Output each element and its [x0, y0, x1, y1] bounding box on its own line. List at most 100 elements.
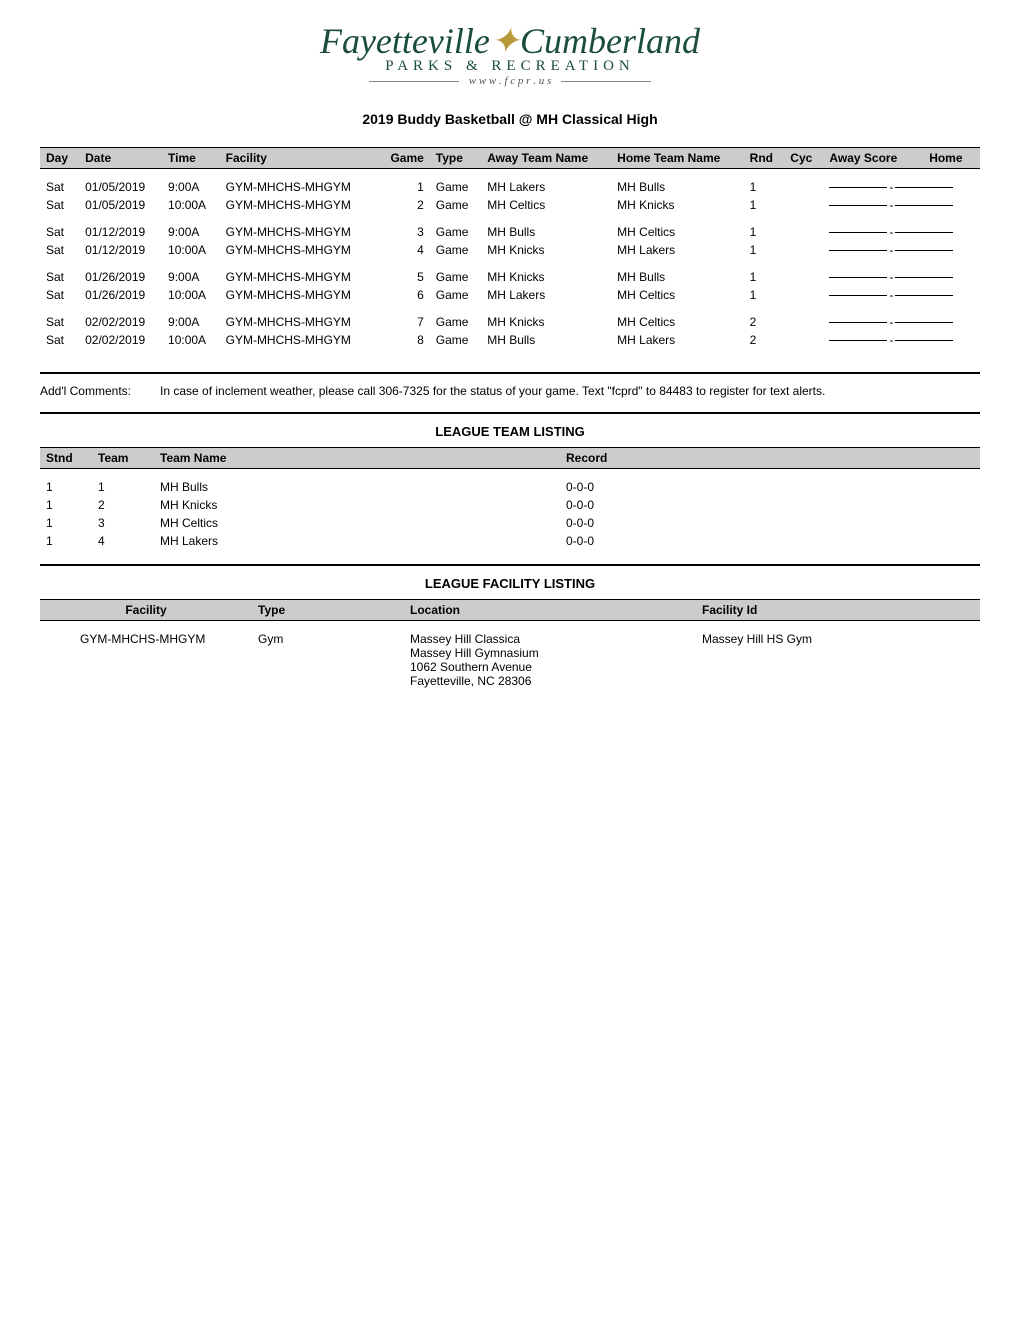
facility-listing-table: Facility Type Location Facility Id GYM-M… — [40, 599, 980, 690]
cell-team: 2 — [92, 496, 154, 514]
cell-team: 1 — [92, 478, 154, 496]
logo-text-left: Fayetteville — [320, 21, 490, 61]
cell-facility: GYM-MHCHS-MHGYM — [220, 268, 378, 286]
col-game: Game — [378, 148, 430, 169]
cell-game: 2 — [378, 196, 430, 214]
cell-time: 10:00A — [162, 196, 220, 214]
cell-facility-id: Massey Hill HS Gym — [696, 630, 980, 690]
cell-home-team: MH Celtics — [611, 286, 744, 304]
cell-location: Massey Hill ClassicaMassey Hill Gymnasiu… — [404, 630, 696, 690]
cell-cyc — [784, 268, 823, 286]
cell-stnd: 1 — [40, 496, 92, 514]
cell-rnd: 2 — [744, 313, 785, 331]
cell-rnd: 2 — [744, 331, 785, 349]
cell-type: Game — [430, 178, 481, 196]
cell-stnd: 1 — [40, 532, 92, 550]
cell-time: 10:00A — [162, 241, 220, 259]
col-rnd: Rnd — [744, 148, 785, 169]
team-listing-table: Stnd Team Team Name Record 11MH Bulls0-0… — [40, 447, 980, 550]
cell-rnd: 1 — [744, 286, 785, 304]
divider — [40, 412, 980, 414]
col-location: Location — [404, 600, 696, 621]
facility-listing-header-row: Facility Type Location Facility Id — [40, 600, 980, 621]
cell-team-name: MH Celtics — [154, 514, 306, 532]
cell-rnd: 1 — [744, 241, 785, 259]
cell-time: 9:00A — [162, 178, 220, 196]
cell-cyc — [784, 178, 823, 196]
cell-away-team: MH Lakers — [481, 286, 611, 304]
logo-url-line: w w w . f c p r . u s — [40, 75, 980, 87]
cell-home-team: MH Bulls — [611, 268, 744, 286]
cell-date: 02/02/2019 — [79, 331, 162, 349]
team-row: 13MH Celtics0-0-0 — [40, 514, 980, 532]
cell-cyc — [784, 241, 823, 259]
cell-facility: GYM-MHCHS-MHGYM — [220, 196, 378, 214]
col-facility-type: Type — [252, 600, 404, 621]
cell-time: 9:00A — [162, 268, 220, 286]
col-facility-id: Facility Id — [696, 600, 980, 621]
cell-away-team: MH Lakers — [481, 178, 611, 196]
team-listing-header-row: Stnd Team Team Name Record — [40, 448, 980, 469]
team-row: 12MH Knicks0-0-0 — [40, 496, 980, 514]
cell-day: Sat — [40, 178, 79, 196]
team-row: 14MH Lakers0-0-0 — [40, 532, 980, 550]
cell-time: 10:00A — [162, 331, 220, 349]
cell-game: 7 — [378, 313, 430, 331]
logo-main-line: Fayetteville✦Cumberland — [40, 20, 980, 62]
col-facility: Facility — [220, 148, 378, 169]
cell-day: Sat — [40, 268, 79, 286]
cell-facility: GYM-MHCHS-MHGYM — [220, 223, 378, 241]
cell-score: - — [823, 241, 980, 259]
cell-team-name: MH Bulls — [154, 478, 306, 496]
facility-row: GYM-MHCHS-MHGYMGymMassey Hill ClassicaMa… — [40, 630, 980, 690]
col-facility: Facility — [40, 600, 252, 621]
cell-cyc — [784, 331, 823, 349]
cell-cyc — [784, 223, 823, 241]
logo-sub-text: PARKS & RECREATION — [40, 58, 980, 75]
cell-date: 01/12/2019 — [79, 241, 162, 259]
col-cyc: Cyc — [784, 148, 823, 169]
cell-rnd: 1 — [744, 196, 785, 214]
divider — [40, 372, 980, 374]
cell-date: 01/12/2019 — [79, 223, 162, 241]
cell-away-team: MH Bulls — [481, 331, 611, 349]
cell-record: 0-0-0 — [306, 478, 980, 496]
logo-amp-icon: ✦ — [490, 21, 520, 61]
cell-game: 3 — [378, 223, 430, 241]
cell-facility: GYM-MHCHS-MHGYM — [220, 178, 378, 196]
col-team-name: Team Name — [154, 448, 306, 469]
cell-type: Game — [430, 223, 481, 241]
cell-type: Game — [430, 286, 481, 304]
cell-home-team: MH Celtics — [611, 223, 744, 241]
comments-label: Add'l Comments: — [40, 384, 160, 398]
cell-game: 1 — [378, 178, 430, 196]
cell-cyc — [784, 286, 823, 304]
cell-stnd: 1 — [40, 478, 92, 496]
logo: Fayetteville✦Cumberland PARKS & RECREATI… — [40, 20, 980, 87]
cell-score: - — [823, 331, 980, 349]
cell-home-team: MH Lakers — [611, 331, 744, 349]
cell-team: 4 — [92, 532, 154, 550]
cell-home-team: MH Lakers — [611, 241, 744, 259]
cell-score: - — [823, 196, 980, 214]
cell-date: 01/05/2019 — [79, 196, 162, 214]
cell-rnd: 1 — [744, 268, 785, 286]
cell-day: Sat — [40, 223, 79, 241]
divider — [40, 564, 980, 566]
cell-date: 01/26/2019 — [79, 286, 162, 304]
cell-facility: GYM-MHCHS-MHGYM — [220, 331, 378, 349]
cell-score: - — [823, 178, 980, 196]
facility-listing-title: LEAGUE FACILITY LISTING — [40, 576, 980, 591]
cell-record: 0-0-0 — [306, 532, 980, 550]
cell-facility: GYM-MHCHS-MHGYM — [220, 241, 378, 259]
col-date: Date — [79, 148, 162, 169]
logo-url: w w w . f c p r . u s — [459, 75, 562, 87]
cell-game: 8 — [378, 331, 430, 349]
cell-home-team: MH Celtics — [611, 313, 744, 331]
cell-type: Game — [430, 313, 481, 331]
cell-cyc — [784, 313, 823, 331]
cell-day: Sat — [40, 313, 79, 331]
cell-game: 4 — [378, 241, 430, 259]
col-home-team: Home Team Name — [611, 148, 744, 169]
cell-home-team: MH Knicks — [611, 196, 744, 214]
